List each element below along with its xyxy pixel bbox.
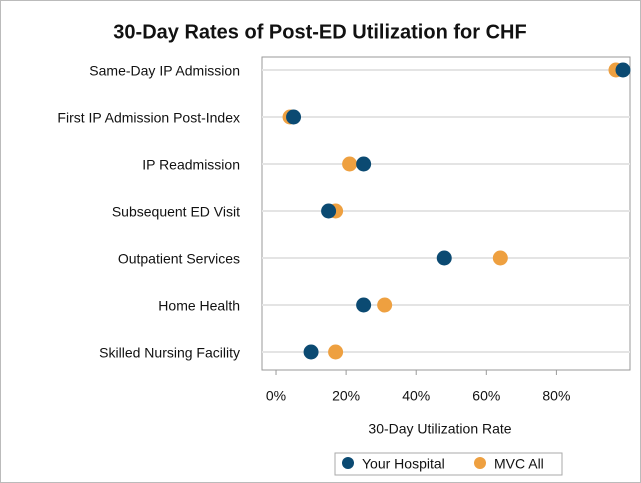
x-tick-label: 0% — [266, 388, 286, 404]
y-tick-label: Outpatient Services — [118, 251, 240, 267]
legend-marker — [342, 457, 354, 469]
dot — [615, 62, 631, 78]
y-tick-label: Subsequent ED Visit — [112, 204, 240, 220]
dot — [342, 156, 358, 172]
y-tick-label: Same-Day IP Admission — [89, 63, 240, 79]
dot — [377, 297, 393, 313]
dot — [356, 156, 372, 172]
legend-label: MVC All — [494, 456, 544, 472]
y-tick-label: IP Readmission — [142, 157, 240, 173]
x-tick-label: 80% — [542, 388, 570, 404]
legend-label: Your Hospital — [362, 456, 445, 472]
y-tick-label: First IP Admission Post-Index — [57, 110, 240, 126]
dot — [356, 297, 372, 313]
y-tick-label: Skilled Nursing Facility — [99, 345, 240, 361]
dot — [492, 250, 508, 266]
dot — [286, 109, 302, 125]
dot — [328, 344, 344, 360]
dot — [321, 203, 337, 219]
legend-marker — [474, 457, 486, 469]
x-axis-label: 30-Day Utilization Rate — [368, 421, 511, 437]
x-tick-label: 60% — [472, 388, 500, 404]
plot-area — [261, 56, 631, 371]
chart-title: 30-Day Rates of Post-ED Utilization for … — [113, 21, 526, 43]
x-tick-label: 20% — [332, 388, 360, 404]
y-tick-label: Home Health — [158, 298, 240, 314]
legend — [334, 452, 563, 476]
dot — [436, 250, 452, 266]
x-tick-label: 40% — [402, 388, 430, 404]
dot — [303, 344, 319, 360]
